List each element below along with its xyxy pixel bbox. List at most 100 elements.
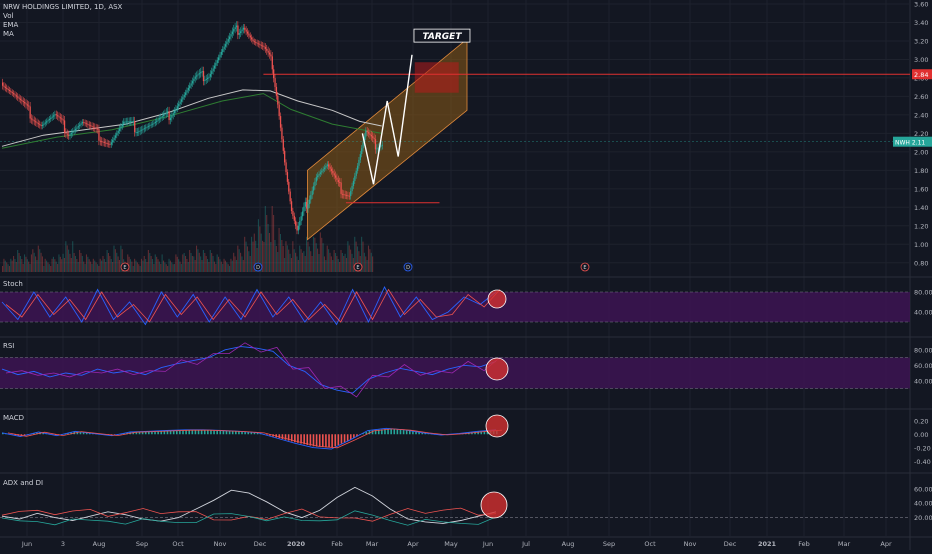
candle-body <box>176 106 179 109</box>
macd-histogram-bar <box>188 430 191 435</box>
volume-bar <box>256 248 258 272</box>
volume-bar <box>76 259 78 272</box>
candle-body <box>341 193 344 195</box>
y-tick-label: 60.00 <box>914 362 932 370</box>
candle-body <box>308 199 311 205</box>
volume-bar <box>290 258 293 272</box>
volume-bar <box>168 258 170 272</box>
candle-body <box>212 68 214 72</box>
candle-body <box>351 185 353 192</box>
macd-histogram-bar <box>374 430 377 435</box>
macd-histogram-bar <box>228 431 231 435</box>
candle-body <box>336 177 338 180</box>
volume-bar <box>105 262 107 272</box>
candle-body <box>180 99 183 102</box>
candle-body <box>72 131 74 133</box>
macd-histogram-bar <box>132 432 135 435</box>
volume-bar <box>289 253 291 272</box>
volume-bar <box>251 236 253 272</box>
volume-bar <box>114 249 116 272</box>
candle-body <box>359 154 361 160</box>
candle-body <box>84 122 86 124</box>
volume-bar <box>350 249 352 272</box>
candle-body <box>337 179 339 183</box>
x-tick-label: Oct <box>172 540 184 548</box>
volume-bar <box>193 256 195 272</box>
macd-histogram-bar <box>474 431 476 435</box>
ma-line <box>1 89 382 147</box>
macd-histogram-bar <box>222 430 225 435</box>
volume-bar <box>134 258 136 272</box>
candle-body <box>145 127 147 129</box>
x-tick-label: Jun <box>482 540 493 548</box>
volume-bar <box>204 253 206 272</box>
volume-bar <box>73 253 75 272</box>
candle-body <box>322 169 324 171</box>
volume-bar <box>116 252 118 272</box>
candle-body <box>184 92 187 95</box>
volume-bar <box>332 260 334 272</box>
volume-bar <box>326 245 328 272</box>
macd-histogram-bar <box>154 431 156 435</box>
volume-bar <box>43 266 45 272</box>
macd-histogram-bar <box>409 430 411 435</box>
candle-body <box>80 123 82 125</box>
candle-body <box>315 177 317 182</box>
candle-body <box>7 88 9 90</box>
candle-body <box>87 124 89 125</box>
candle-body <box>121 123 123 127</box>
volume-bar <box>52 256 55 272</box>
macd-histogram-bar <box>148 431 150 435</box>
candle-body <box>19 98 22 100</box>
macd-histogram-bar <box>346 434 349 441</box>
volume-bar <box>120 245 122 272</box>
candle-body <box>348 195 350 197</box>
candle-body <box>374 139 377 150</box>
candle-body <box>138 131 140 133</box>
candle-body <box>343 194 345 196</box>
macd-histogram-bar <box>213 430 215 435</box>
candle-body <box>95 128 97 129</box>
volume-bar <box>307 241 309 272</box>
candle-body <box>241 29 243 32</box>
candle-body <box>17 96 19 98</box>
candle-body <box>169 117 172 121</box>
candle-body <box>88 124 90 126</box>
volume-bar <box>171 262 173 272</box>
candle-body <box>370 134 373 137</box>
candle-body <box>303 206 305 212</box>
candle-body <box>362 142 364 149</box>
macd-histogram-bar <box>421 432 424 435</box>
macd-histogram-bar <box>235 431 237 435</box>
volume-bar <box>363 252 365 272</box>
volume-bar <box>70 258 72 272</box>
y-tick-label: 1.60 <box>914 185 928 193</box>
macd-histogram-bar <box>123 433 125 435</box>
y-tick-label: 3.40 <box>914 19 928 27</box>
candle-body <box>206 77 209 79</box>
candle-body <box>292 210 294 216</box>
macd-histogram-bar <box>207 430 209 435</box>
chart-legend: NRW HOLDINGS LIMITED, 1D, ASX Vol EMA MA <box>3 3 122 39</box>
candle-body <box>249 35 251 38</box>
candle-body <box>288 181 290 192</box>
candle-body <box>183 94 185 98</box>
macd-histogram-bar <box>157 431 159 435</box>
candle-body <box>262 45 264 47</box>
volume-bar <box>35 256 37 272</box>
candle-body <box>25 103 27 105</box>
x-tick-label: Jul <box>521 540 530 548</box>
candle-body <box>198 73 201 75</box>
volume-bar <box>14 259 16 272</box>
resistance-price-tag-text: 2.84 <box>914 71 928 79</box>
candle-body <box>11 92 13 94</box>
candle-body <box>26 104 29 106</box>
volume-bar <box>366 260 368 272</box>
candle-body <box>334 175 337 178</box>
volume-bar <box>61 259 63 272</box>
macd-histogram-bar <box>415 431 417 435</box>
signal-line <box>5 342 501 398</box>
candle-body <box>237 25 239 35</box>
candle-body <box>191 81 194 84</box>
